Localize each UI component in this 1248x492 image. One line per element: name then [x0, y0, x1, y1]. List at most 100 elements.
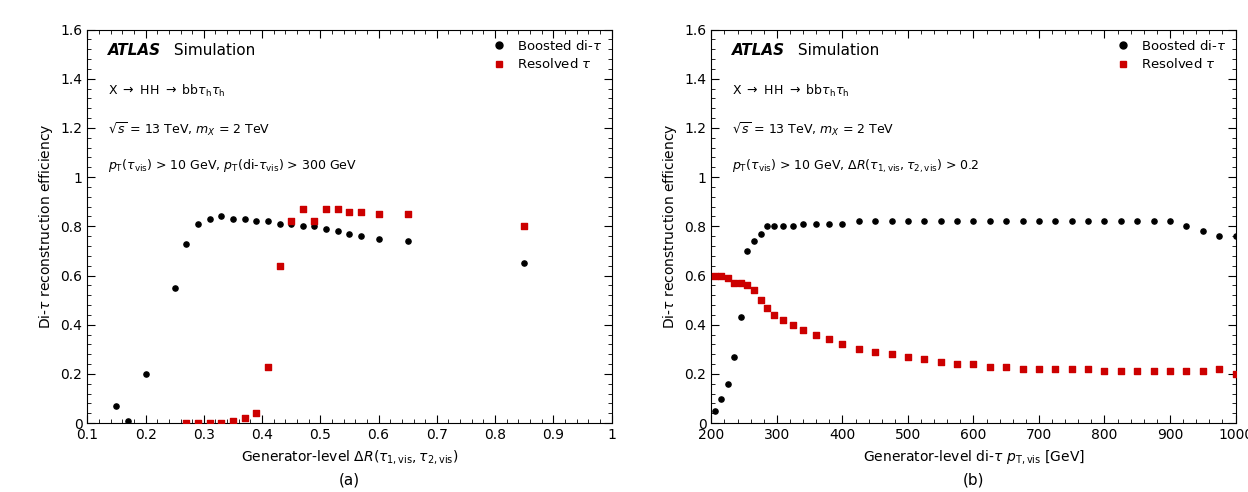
- Point: [774, 222, 794, 230]
- Point: [980, 217, 1000, 225]
- Point: [899, 353, 919, 361]
- Point: [188, 419, 208, 427]
- Point: [744, 286, 764, 294]
- Text: Simulation: Simulation: [792, 43, 879, 58]
- Legend: Boosted di-$\tau$, Resolved $\tau$: Boosted di-$\tau$, Resolved $\tau$: [1104, 33, 1232, 77]
- Point: [514, 259, 534, 267]
- Point: [328, 205, 348, 213]
- Point: [281, 217, 301, 225]
- Point: [849, 345, 869, 353]
- Point: [223, 417, 243, 425]
- Point: [819, 336, 839, 343]
- Legend: Boosted di-$\tau$, Resolved $\tau$: Boosted di-$\tau$, Resolved $\tau$: [480, 33, 608, 77]
- Point: [915, 355, 935, 363]
- Point: [764, 222, 784, 230]
- Point: [1193, 227, 1213, 235]
- Point: [849, 217, 869, 225]
- Point: [1111, 217, 1131, 225]
- Point: [1143, 217, 1163, 225]
- Point: [339, 208, 359, 215]
- Point: [794, 326, 814, 334]
- Point: [947, 360, 967, 368]
- Text: $\sqrt{s}$ = 13 TeV, $m_{X}$ = 2 TeV: $\sqrt{s}$ = 13 TeV, $m_{X}$ = 2 TeV: [109, 120, 271, 138]
- Point: [784, 222, 804, 230]
- Point: [1226, 232, 1246, 240]
- Point: [1143, 368, 1163, 375]
- Point: [711, 395, 731, 402]
- Point: [235, 414, 255, 422]
- Point: [764, 311, 784, 319]
- Point: [724, 353, 744, 361]
- Point: [1012, 217, 1032, 225]
- Point: [881, 350, 901, 358]
- Point: [1062, 365, 1082, 373]
- Point: [188, 220, 208, 228]
- Point: [119, 417, 139, 425]
- Point: [1226, 370, 1246, 378]
- Y-axis label: Di-$\tau$ reconstruction efficiency: Di-$\tau$ reconstruction efficiency: [37, 123, 55, 329]
- Point: [832, 340, 852, 348]
- Point: [136, 370, 156, 378]
- Point: [1193, 368, 1213, 375]
- Point: [398, 210, 418, 218]
- Point: [316, 205, 336, 213]
- Point: [328, 227, 348, 235]
- Point: [211, 213, 231, 220]
- Point: [176, 419, 196, 427]
- Point: [1078, 217, 1098, 225]
- Point: [980, 363, 1000, 370]
- Point: [865, 348, 885, 356]
- Point: [398, 237, 418, 245]
- Point: [293, 222, 313, 230]
- Point: [738, 281, 758, 289]
- Text: X $\rightarrow$ HH $\rightarrow$ bb$\tau_{\rm h}\tau_{\rm h}$: X $\rightarrow$ HH $\rightarrow$ bb$\tau…: [109, 83, 226, 99]
- Point: [705, 407, 725, 415]
- Point: [1127, 217, 1147, 225]
- Point: [246, 409, 266, 417]
- Point: [1012, 365, 1032, 373]
- Text: $\sqrt{s}$ = 13 TeV, $m_{X}$ = 2 TeV: $\sqrt{s}$ = 13 TeV, $m_{X}$ = 2 TeV: [733, 120, 895, 138]
- Point: [947, 217, 967, 225]
- Text: ATLAS: ATLAS: [109, 43, 161, 58]
- X-axis label: Generator-level $\Delta R(\tau_{1,\mathrm{vis}},\tau_{2,\mathrm{vis}})$: Generator-level $\Delta R(\tau_{1,\mathr…: [241, 448, 458, 465]
- Point: [996, 363, 1016, 370]
- Text: (b): (b): [962, 472, 985, 487]
- Point: [305, 217, 324, 225]
- Point: [1094, 217, 1114, 225]
- Point: [1177, 368, 1197, 375]
- Point: [705, 272, 725, 279]
- Point: [270, 262, 290, 270]
- Point: [368, 235, 388, 243]
- Point: [200, 215, 220, 223]
- Point: [1094, 368, 1114, 375]
- Point: [738, 247, 758, 255]
- Point: [1028, 217, 1048, 225]
- Point: [819, 220, 839, 228]
- Point: [832, 220, 852, 228]
- Text: $p_{\rm T}(\tau_{\rm vis})$ > 10 GeV, $p_{\rm T}$(di-$\tau_{\rm vis}$) > 300 GeV: $p_{\rm T}(\tau_{\rm vis})$ > 10 GeV, $p…: [109, 157, 357, 175]
- Point: [1046, 365, 1066, 373]
- Point: [1078, 365, 1098, 373]
- Point: [1209, 232, 1229, 240]
- Point: [351, 232, 371, 240]
- Point: [351, 208, 371, 215]
- Point: [1028, 365, 1048, 373]
- Point: [963, 360, 983, 368]
- Point: [724, 279, 744, 287]
- Point: [106, 402, 126, 410]
- Point: [270, 220, 290, 228]
- Point: [750, 230, 770, 238]
- Point: [316, 225, 336, 233]
- Point: [258, 217, 278, 225]
- Text: (a): (a): [339, 472, 359, 487]
- Text: ATLAS: ATLAS: [733, 43, 785, 58]
- Point: [899, 217, 919, 225]
- Point: [339, 230, 359, 238]
- Point: [1161, 368, 1181, 375]
- Point: [881, 217, 901, 225]
- Point: [200, 419, 220, 427]
- Text: Simulation: Simulation: [168, 43, 255, 58]
- Point: [1046, 217, 1066, 225]
- Point: [806, 220, 826, 228]
- Point: [514, 222, 534, 230]
